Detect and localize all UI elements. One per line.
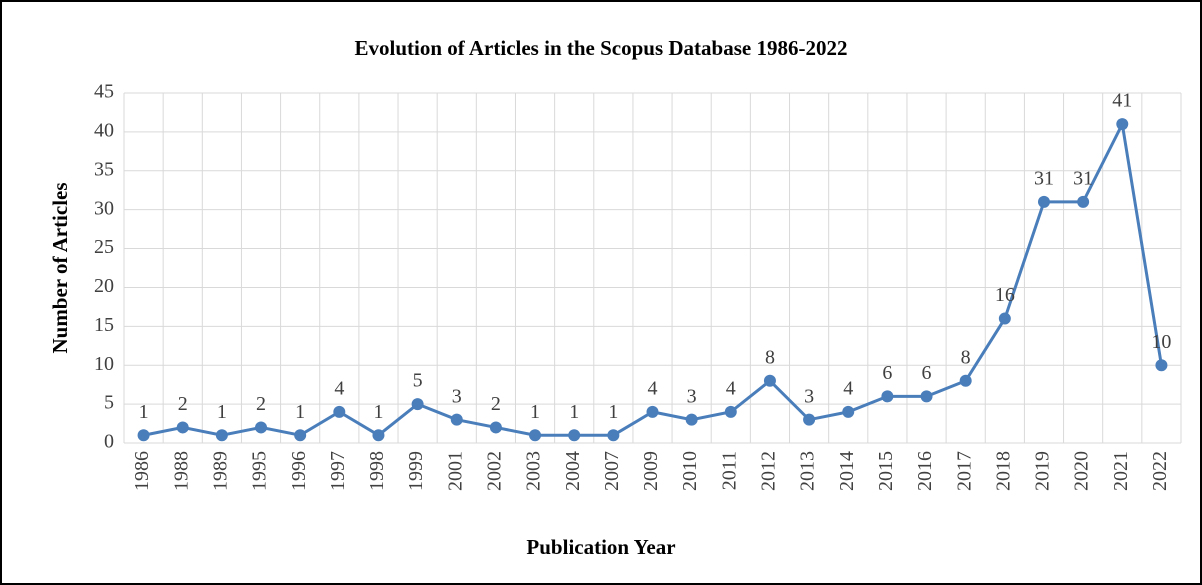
grid — [123, 92, 1182, 444]
data-label: 4 — [334, 377, 344, 399]
data-point — [920, 390, 933, 403]
data-label: 4 — [726, 377, 736, 399]
x-tick-label: 2003 — [523, 451, 545, 491]
x-tick-label: 2007 — [601, 451, 623, 491]
x-tick-label: 2010 — [679, 451, 701, 491]
data-point — [372, 429, 385, 442]
x-tick-label: 2020 — [1071, 451, 1093, 491]
data-point — [215, 429, 228, 442]
x-tick-label: 2015 — [875, 451, 897, 491]
data-point — [607, 429, 620, 442]
data-label: 4 — [843, 377, 853, 399]
data-point — [998, 312, 1011, 325]
x-tick-label: 2018 — [992, 451, 1014, 491]
data-point — [529, 429, 542, 442]
x-tick-label: 2014 — [836, 451, 858, 491]
data-point — [568, 429, 581, 442]
x-tick-label: 2012 — [758, 451, 780, 491]
x-tick-label: 2017 — [953, 451, 975, 491]
data-point — [959, 374, 972, 387]
data-label: 1 — [295, 401, 305, 423]
data-point — [1155, 359, 1168, 372]
data-point — [724, 405, 737, 418]
y-tick-label: 10 — [94, 353, 114, 375]
data-point — [763, 374, 776, 387]
y-tick-label: 5 — [104, 392, 114, 414]
data-label: 2 — [256, 393, 266, 415]
data-point — [137, 429, 150, 442]
data-point — [176, 421, 189, 434]
x-tick-label: 2011 — [718, 451, 740, 490]
data-point — [255, 421, 268, 434]
data-point — [411, 398, 424, 411]
data-label: 3 — [687, 385, 697, 407]
y-tick-label: 15 — [94, 314, 114, 336]
x-tick-label: 2001 — [444, 451, 466, 491]
data-label: 1 — [569, 401, 579, 423]
x-tick-label: 2021 — [1110, 451, 1132, 491]
data-point — [294, 429, 307, 442]
chart-title: Evolution of Articles in the Scopus Data… — [355, 36, 848, 60]
data-point — [1116, 118, 1129, 131]
data-point — [1037, 195, 1050, 208]
data-label: 31 — [1073, 167, 1093, 189]
x-tick-label: 1989 — [209, 451, 231, 491]
x-tick-label: 2002 — [484, 451, 506, 491]
data-label: 6 — [922, 362, 932, 384]
data-label: 1 — [608, 401, 618, 423]
data-point — [646, 405, 659, 418]
data-label: 8 — [961, 346, 971, 368]
data-label: 3 — [804, 385, 814, 407]
data-label: 10 — [1151, 331, 1171, 353]
data-label: 1 — [139, 401, 149, 423]
y-axis-title: Number of Articles — [48, 182, 72, 353]
data-label: 4 — [648, 377, 658, 399]
data-label: 2 — [491, 393, 501, 415]
data-point — [803, 413, 816, 426]
x-tick-label: 2009 — [640, 451, 662, 491]
data-label: 31 — [1034, 167, 1054, 189]
data-point — [489, 421, 502, 434]
data-point — [333, 405, 346, 418]
data-point — [685, 413, 698, 426]
x-tick-label: 1996 — [288, 451, 310, 491]
y-tick-label: 40 — [94, 119, 114, 141]
x-tick-label: 1997 — [327, 451, 349, 491]
y-tick-label: 45 — [94, 81, 114, 103]
data-label: 41 — [1112, 90, 1132, 112]
y-tick-label: 0 — [104, 431, 114, 453]
data-label: 2 — [178, 393, 188, 415]
x-tick-label: 1998 — [366, 451, 388, 491]
x-axis-title: Publication Year — [526, 535, 675, 559]
x-tick-label: 2019 — [1032, 451, 1054, 491]
x-tick-label: 1988 — [170, 451, 192, 491]
data-label: 6 — [882, 362, 892, 384]
data-label: 3 — [452, 385, 462, 407]
data-label: 5 — [413, 370, 423, 392]
data-label: 1 — [530, 401, 540, 423]
x-tick-label: 2016 — [914, 451, 936, 491]
data-point — [1077, 195, 1090, 208]
x-tick-label: 1986 — [131, 451, 153, 491]
data-label: 1 — [217, 401, 227, 423]
x-tick-label: 2013 — [797, 451, 819, 491]
x-tick-label: 2022 — [1149, 451, 1171, 491]
data-label: 1 — [373, 401, 383, 423]
data-label: 8 — [765, 346, 775, 368]
y-tick-label: 35 — [94, 158, 114, 180]
x-tick-label: 1999 — [405, 451, 427, 491]
x-tick-label: 1995 — [249, 451, 271, 491]
y-tick-label: 30 — [94, 197, 114, 219]
data-point — [842, 405, 855, 418]
y-tick-label: 20 — [94, 275, 114, 297]
data-label: 16 — [995, 284, 1015, 306]
x-tick-label: 2004 — [562, 451, 584, 491]
y-tick-label: 25 — [94, 236, 114, 258]
data-point — [450, 413, 463, 426]
data-point — [881, 390, 894, 403]
